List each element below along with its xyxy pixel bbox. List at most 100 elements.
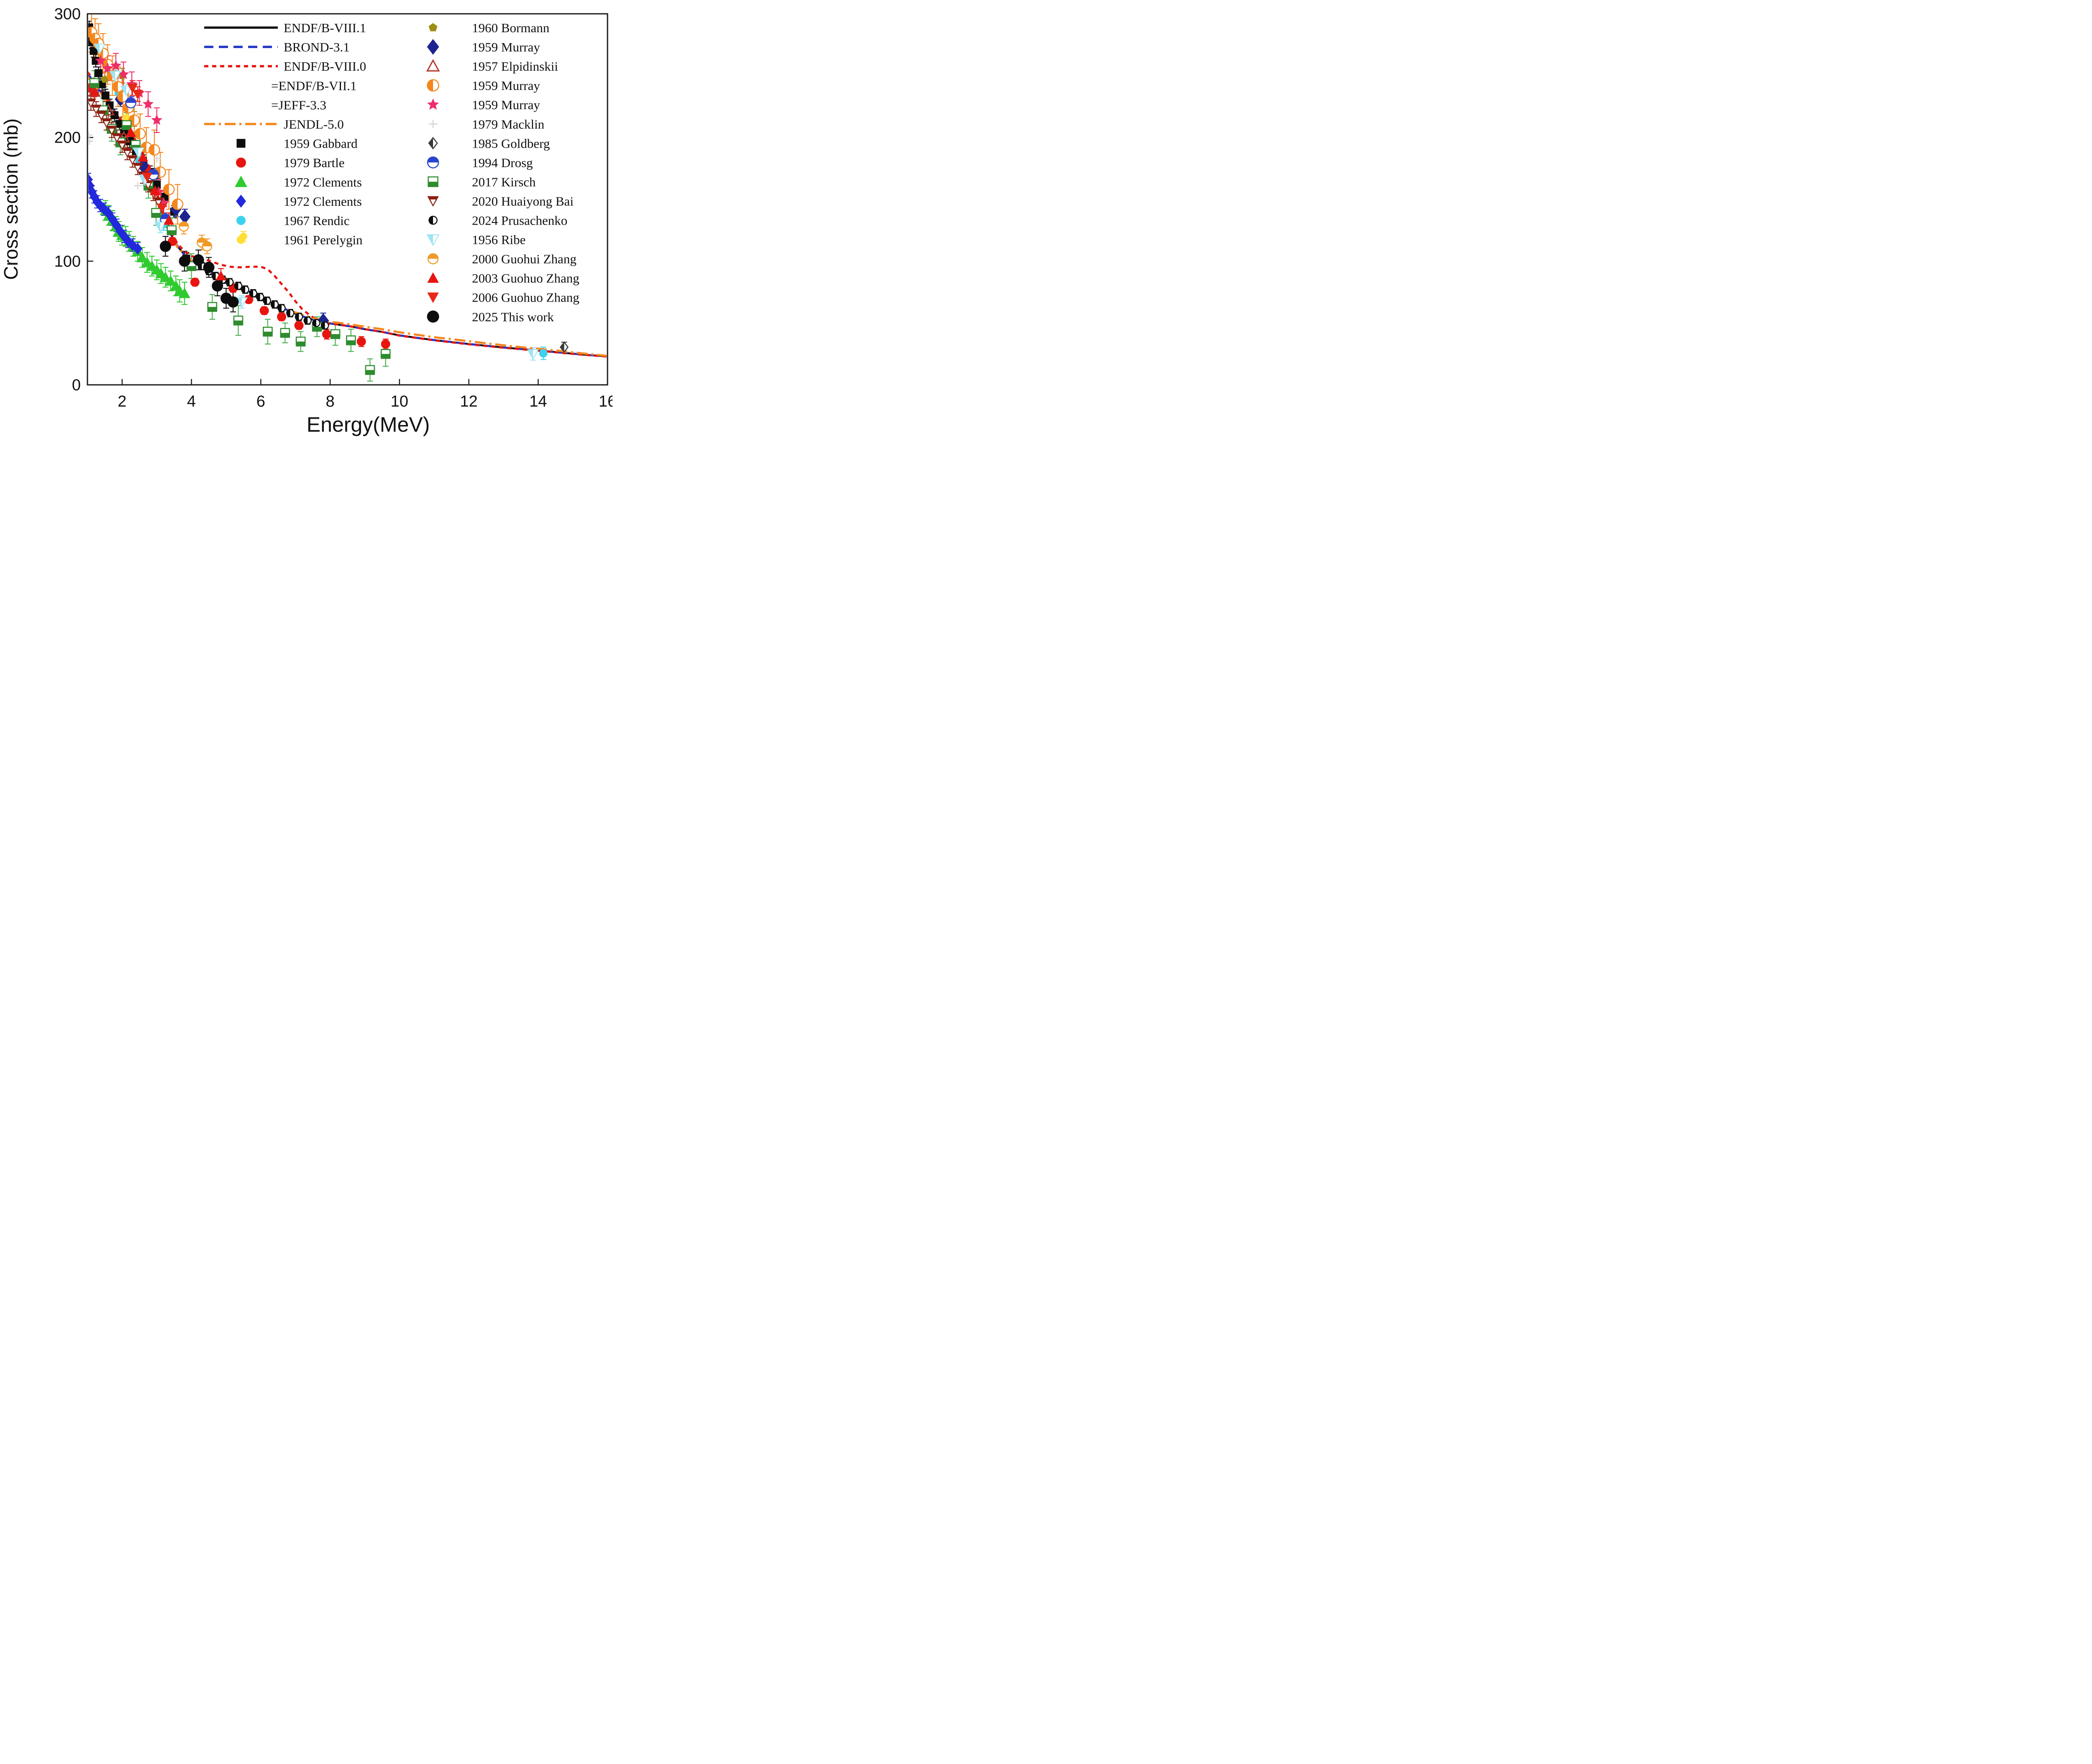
y-tick-label: 100	[54, 253, 81, 270]
series-ribe	[93, 44, 539, 360]
series-clements_diamond	[88, 174, 143, 255]
legend-label: JENDL-5.0	[284, 117, 344, 132]
x-tick-label: 8	[326, 393, 334, 410]
legend-item-left-4: =JEFF-3.3	[271, 97, 326, 112]
legend: ENDF/B-VIII.1 BROND-3.1 ENDF/B-VIII.0 =ENDF…	[204, 20, 579, 324]
legend-item-right-1: 1959 Murray	[427, 39, 540, 55]
plot-frame	[87, 13, 608, 386]
legend-marker-zhang2003	[427, 272, 439, 283]
series-zhang2006	[127, 83, 167, 213]
legend-item-right-8: 2017 Kirsch	[428, 174, 536, 189]
legend-item-right-11: 1956 Ribe	[426, 233, 526, 247]
legend-label: 1959 Gabbard	[284, 136, 358, 151]
legend-item-right-14: 2006 Guohuo Zhang	[427, 290, 579, 305]
legend-item-right-9: 2020 Huaiyong Bai	[427, 194, 574, 208]
legend-label: ENDF/B-VIII.1	[284, 20, 366, 35]
legend-item-right-4: 1959 Murray	[427, 97, 540, 112]
x-tick-label: 4	[187, 393, 196, 410]
legend-item-right-2: 1957 Elpidinskii	[426, 59, 558, 74]
legend-marker-thiswork	[427, 310, 439, 323]
x-tick-label: 2	[118, 393, 126, 410]
cross-section-chart: 2 4 6 8 10 12 14 16 0 100 200 300 Energy(MeV) Cross s…	[0, 5, 613, 436]
x-tick-label: 6	[256, 393, 265, 410]
legend-label: 2020 Huaiyong Bai	[472, 194, 574, 208]
legend-label: 2025 This work	[472, 310, 554, 324]
legend-marker-murray_diamond	[427, 39, 439, 55]
legend-label: 1960 Bormann	[472, 20, 550, 35]
legend-label: 1959 Murray	[472, 97, 540, 112]
legend-marker-murray_half	[427, 79, 439, 92]
legend-item-right-5: 1979 Macklin	[429, 117, 545, 131]
legend-label: 1972 Clements	[284, 175, 362, 189]
axes: 2 4 6 8 10 12 14 16 0 100 200 300 Energy(MeV) Cross s…	[0, 5, 613, 436]
legend-label: 2006 Guohuo Zhang	[472, 290, 579, 305]
y-axis-title: Cross section (mb)	[0, 118, 22, 280]
legend-item-left-9: 1972 Clements	[236, 194, 362, 209]
series-murray_half	[88, 26, 184, 210]
legend-marker-zhang2000	[427, 253, 439, 264]
legend-label: 1979 Macklin	[472, 117, 545, 131]
legend-item-right-15: 2025 This work	[427, 310, 554, 324]
legend-label: 2000 Guohui Zhang	[472, 252, 577, 266]
x-tick-label: 10	[391, 393, 408, 410]
legend-label: BROND-3.1	[284, 40, 350, 54]
legend-marker-bai	[427, 196, 439, 207]
legend-marker-murray_star	[427, 98, 439, 110]
legend-item-right-7: 1994 Drosg	[427, 155, 533, 170]
legend-label: ENDF/B-VIII.0	[284, 59, 366, 74]
legend-label: 1957 Elpidinskii	[472, 59, 558, 74]
y-tick-label: 300	[54, 5, 81, 23]
legend-label: 1985 Goldberg	[472, 136, 550, 151]
series-thiswork	[159, 241, 239, 308]
series-zhang2003	[125, 127, 226, 281]
legend-marker-ribe	[426, 234, 440, 246]
legend-item-right-13: 2003 Guohuo Zhang	[427, 271, 579, 286]
legend-item-left-10: 1967 Rendic	[236, 213, 350, 228]
series-macklin	[88, 131, 161, 189]
legend-item-left-11: 1961 Perelygin	[237, 233, 363, 247]
x-axis-title: Energy(MeV)	[307, 413, 430, 436]
legend-item-left-5: JENDL-5.0	[204, 117, 344, 132]
legend-item-left-1: BROND-3.1	[204, 40, 350, 54]
legend-marker-macklin	[429, 120, 437, 128]
legend-label: 1961 Perelygin	[284, 233, 363, 247]
x-tick-label: 14	[529, 393, 547, 410]
legend-label: 1979 Bartle	[284, 156, 345, 170]
legend-item-left-7: 1979 Bartle	[236, 156, 345, 170]
legend-item-right-3: 1959 Murray	[427, 78, 540, 93]
legend-item-right-10: 2024 Prusachenko	[428, 213, 567, 228]
legend-label: 2003 Guohuo Zhang	[472, 271, 579, 286]
legend-label: =ENDF/B-VII.1	[271, 78, 356, 93]
legend-item-left-0: ENDF/B-VIII.1	[204, 20, 366, 35]
legend-marker-elpidinskii	[426, 59, 440, 72]
data-layer	[88, 15, 607, 382]
legend-label: 1959 Murray	[472, 78, 540, 93]
legend-marker-clements_tri	[235, 175, 247, 187]
legend-marker-gabbard	[236, 139, 246, 148]
legend-marker-drosg	[427, 156, 439, 169]
legend-marker-zhang2006	[427, 292, 439, 303]
legend-marker-bartle	[236, 157, 246, 168]
y-tick-label: 200	[54, 129, 81, 147]
legend-item-right-12: 2000 Guohui Zhang	[427, 252, 577, 266]
legend-marker-clements_diamond	[236, 195, 246, 208]
legend-item-left-8: 1972 Clements	[235, 175, 362, 189]
legend-label: 1972 Clements	[284, 194, 362, 209]
legend-marker-goldberg	[428, 137, 438, 150]
legend-marker-prusachenko	[428, 215, 438, 225]
legend-label: 1959 Murray	[472, 40, 540, 54]
y-tick-label: 0	[72, 376, 81, 394]
legend-label: =JEFF-3.3	[271, 97, 326, 112]
legend-label: 1956 Ribe	[472, 233, 526, 247]
legend-label: 2024 Prusachenko	[472, 213, 567, 228]
legend-label: 1967 Rendic	[284, 213, 350, 228]
x-tick-label: 16	[599, 393, 613, 410]
legend-marker-perelygin	[237, 236, 245, 244]
legend-item-left-6: 1959 Gabbard	[236, 136, 358, 151]
legend-item-right-0: 1960 Bormann	[428, 20, 550, 35]
legend-item-right-6: 1985 Goldberg	[428, 136, 550, 151]
series-goldberg	[559, 341, 569, 353]
legend-marker-rendic	[236, 216, 246, 225]
legend-label: 1994 Drosg	[472, 155, 533, 170]
legend-item-left-2: ENDF/B-VIII.0	[204, 59, 366, 74]
